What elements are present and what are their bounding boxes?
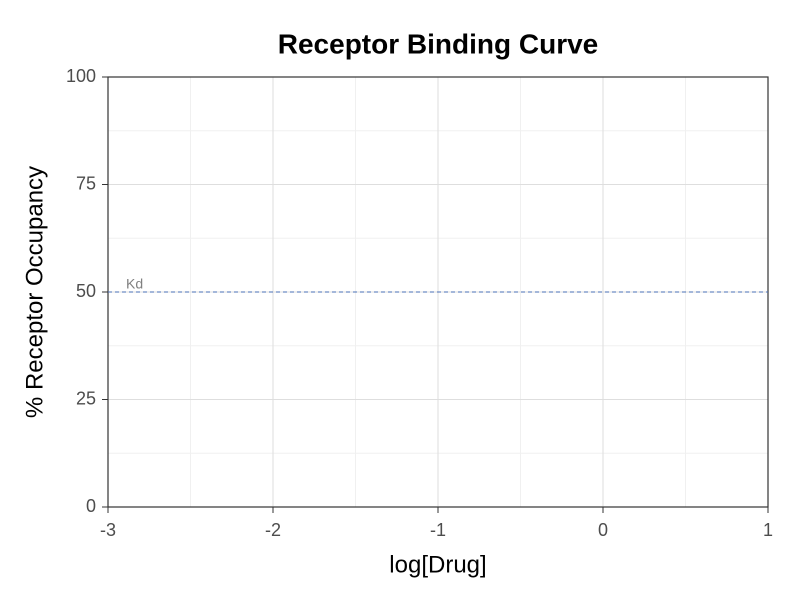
- x-tick-label: 1: [763, 520, 773, 540]
- x-axis-label: log[Drug]: [389, 551, 486, 578]
- y-tick-label: 0: [86, 496, 96, 516]
- y-tick-label: 25: [76, 388, 96, 408]
- chart-title: Receptor Binding Curve: [278, 28, 598, 59]
- y-tick-label: 100: [66, 66, 96, 86]
- reference-label: Kd: [126, 276, 143, 292]
- x-tick-label: -1: [430, 520, 446, 540]
- y-tick-label: 50: [76, 281, 96, 301]
- y-tick-label: 75: [76, 173, 96, 193]
- y-axis-label: % Receptor Occupancy: [21, 166, 48, 418]
- x-tick-label: 0: [598, 520, 608, 540]
- x-tick-label: -2: [265, 520, 281, 540]
- x-tick-label: -3: [100, 520, 116, 540]
